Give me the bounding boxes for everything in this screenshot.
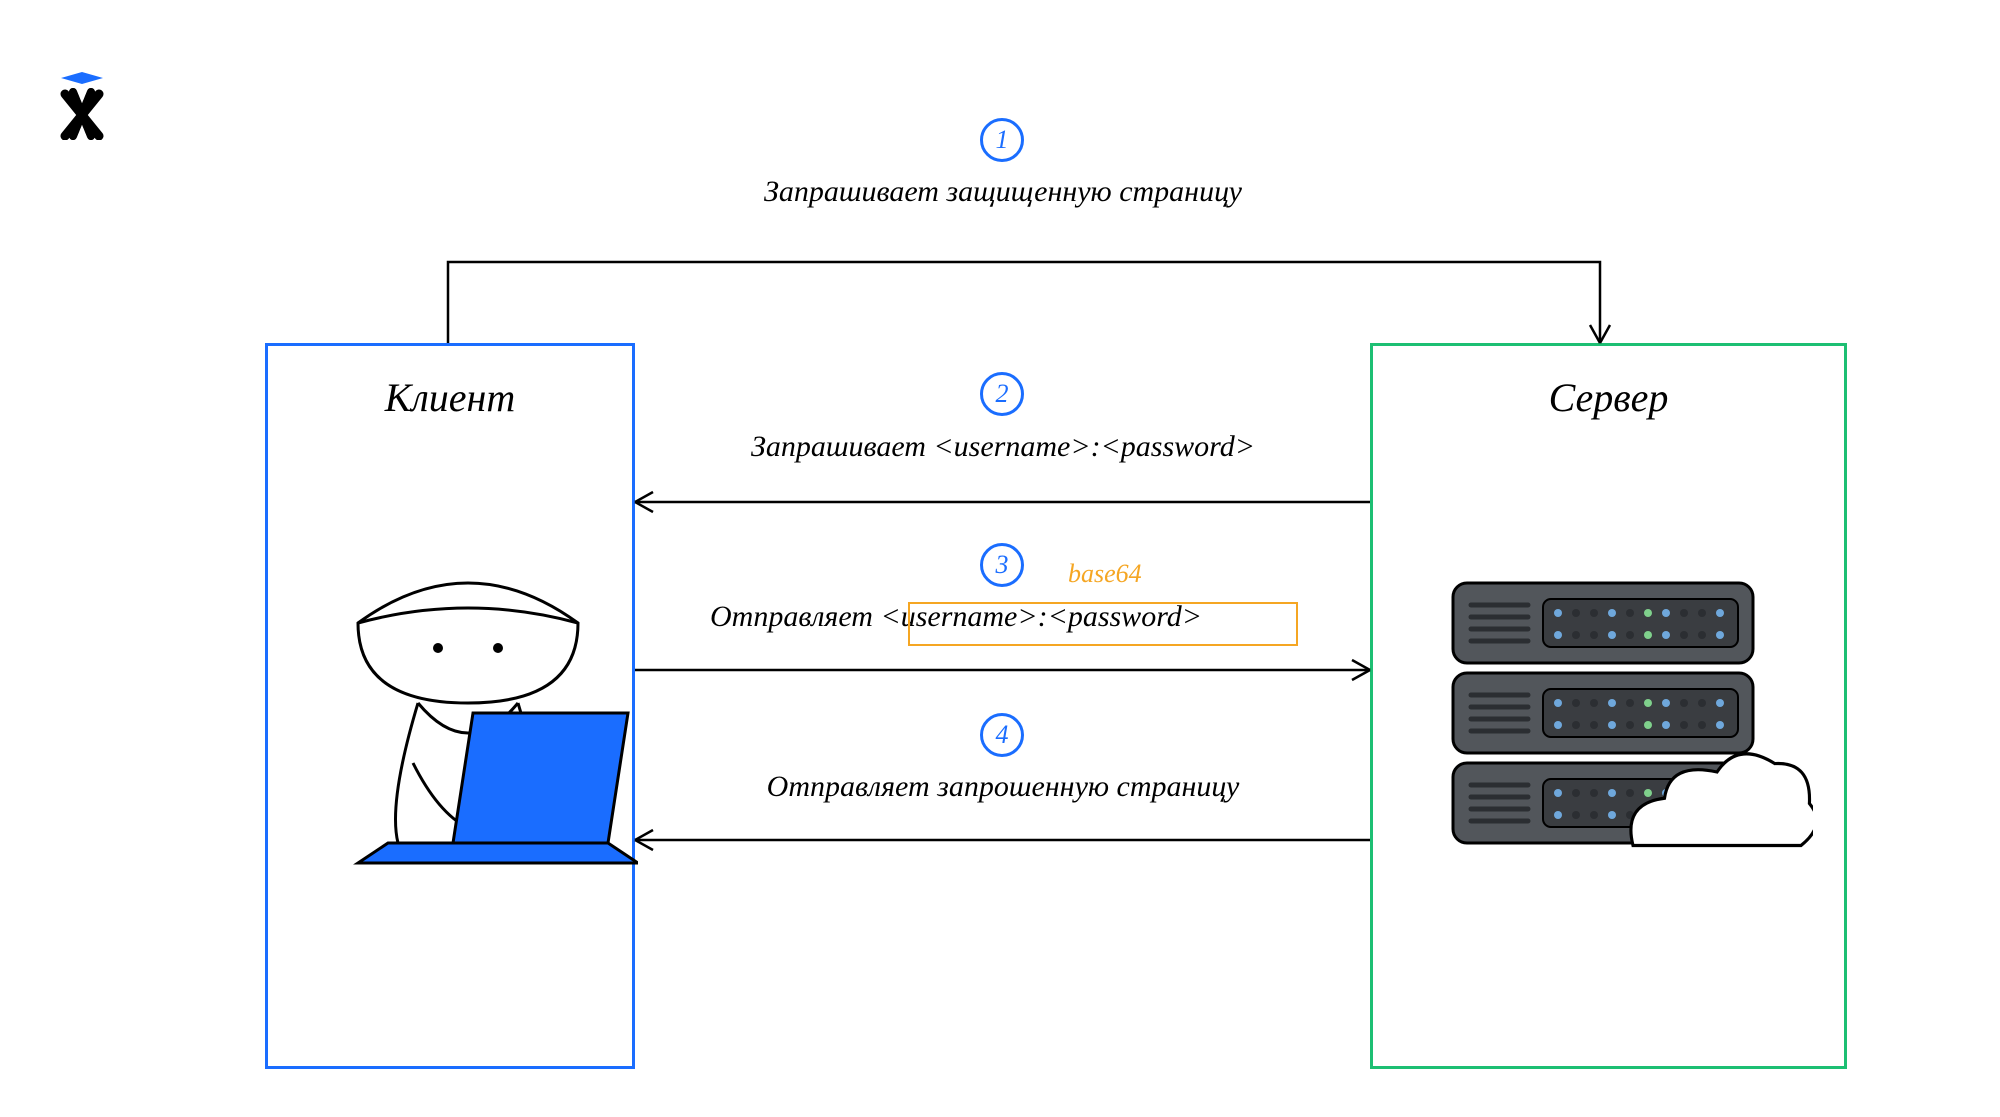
- client-title: Клиент: [268, 374, 632, 421]
- step-badge-2: 2: [980, 372, 1024, 416]
- step-label-1: Запрашивает защищенную страницу: [764, 175, 1242, 209]
- step-label-2: Запрашивает <username>:<password>: [751, 430, 1255, 464]
- server-illustration: [1433, 563, 1813, 883]
- server-box: Сервер: [1370, 343, 1847, 1069]
- client-box: Клиент: [265, 343, 635, 1069]
- step-badge-1: 1: [980, 118, 1024, 162]
- base64-highlight-label: base64: [1068, 559, 1142, 589]
- logo-icon: [55, 70, 109, 145]
- step-label-4: Отправляет запрошенную страницу: [767, 770, 1240, 804]
- client-illustration: [298, 563, 638, 883]
- server-title: Сервер: [1373, 374, 1844, 421]
- step-badge-4: 4: [980, 713, 1024, 757]
- base64-highlight-box: [908, 602, 1298, 646]
- step-label-prefix: Отправляет: [710, 600, 880, 633]
- diagram-canvas: Клиент Сервер: [0, 0, 2000, 1117]
- step-badge-3: 3: [980, 543, 1024, 587]
